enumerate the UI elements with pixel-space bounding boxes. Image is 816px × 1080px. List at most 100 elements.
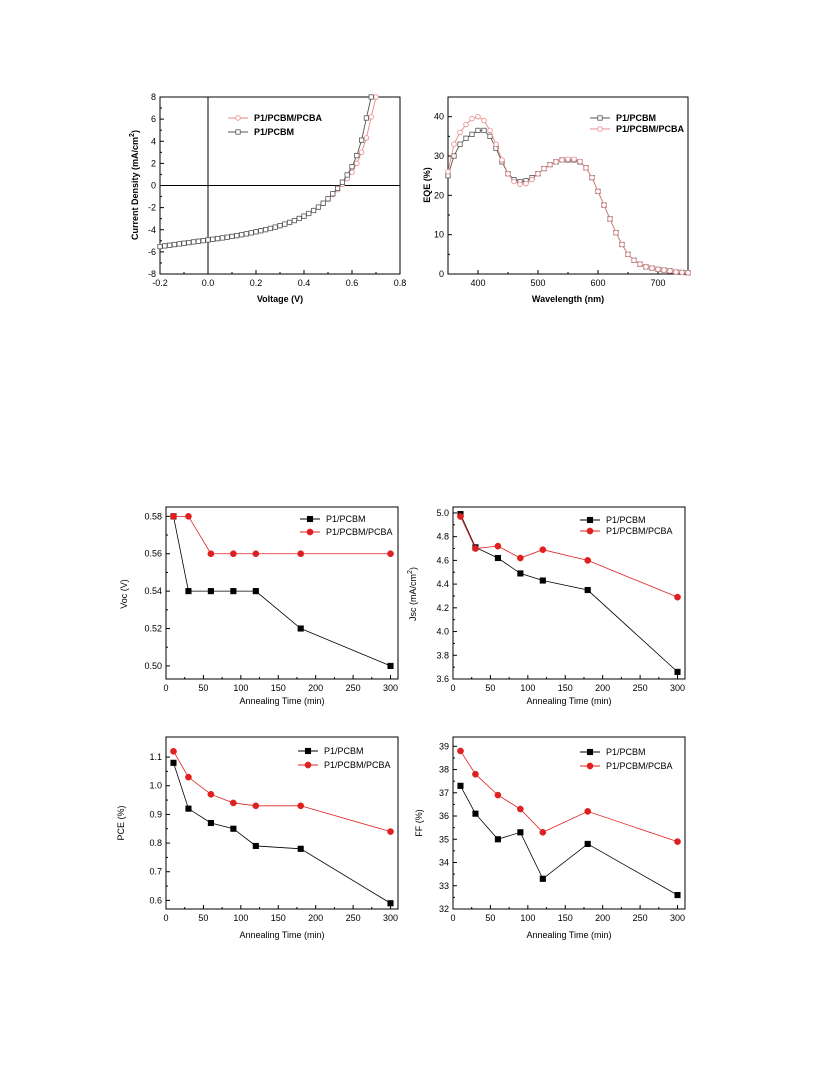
voc-ytick-label: 0.50 — [144, 661, 162, 671]
ff-ytick-label: 36 — [439, 811, 449, 821]
voc-series-1-point-3 — [230, 550, 237, 558]
jv-series-1-point-25 — [277, 223, 283, 229]
jv-ytick-label: -6 — [148, 247, 156, 257]
jsc-xtick-label: 100 — [520, 683, 535, 693]
jv-xtick-label: 0.4 — [298, 278, 311, 288]
pce-series-0-point-0 — [170, 759, 177, 766]
eqe-series-1-point-27 — [607, 216, 613, 222]
ff-ylabel: FF (%) — [414, 809, 424, 837]
ff-xtick-label: 100 — [520, 913, 535, 923]
jv-series-1-point-6 — [186, 239, 192, 246]
voc-legend-marker-0-point-0 — [306, 515, 314, 523]
ff-ytick-label: 38 — [439, 765, 449, 775]
pce-ylabel: PCE (%) — [116, 805, 126, 840]
eqe-xlabel: Wavelength (nm) — [532, 294, 604, 304]
pce-xtick-label: 0 — [163, 913, 168, 923]
ff-ytick-label: 37 — [439, 788, 449, 798]
jv-series-1-point-21 — [258, 228, 264, 234]
eqe-ytick-label: 10 — [434, 230, 444, 240]
ff-ytick-label: 35 — [439, 834, 449, 844]
eqe-xtick-label: 400 — [470, 278, 485, 288]
eqe-series-1-point-32 — [637, 261, 643, 267]
eqe-series-1-point-39 — [679, 269, 685, 276]
pce-series-1-point-4 — [252, 802, 260, 810]
pce-ytick-label: 1.0 — [149, 781, 162, 791]
pce-ytick-label: 0.9 — [149, 809, 162, 819]
pce-legend-marker-0-point-0 — [304, 747, 312, 755]
voc-xtick-label: 50 — [198, 683, 208, 693]
jv-xtick-label: -0.2 — [152, 278, 168, 288]
eqe-legend-marker-1-point-0 — [597, 126, 603, 132]
eqe-ytick-label: 40 — [434, 112, 444, 122]
eqe-series-1-point-23 — [583, 165, 589, 171]
eqe-series-1-point-14 — [529, 176, 535, 183]
ff-xtick-label: 150 — [558, 913, 573, 923]
eqe-series-1-point-8 — [493, 141, 499, 147]
eqe-series-1-point-34 — [649, 265, 655, 271]
chart-jv: -0.2 0.0 0.2 0.4 0.6 0.8 -8 -6 -4 -2 0 2 4 6 8 Voltage … — [129, 92, 406, 304]
jv-ytick-label: -4 — [148, 225, 156, 235]
jv-legend-marker-1-point-0 — [235, 129, 241, 135]
chart-voc: 0 50 100 150 200 250 300 0.50 0.52 0.54 0.56 0.58 An… — [119, 506, 399, 706]
jv-series-1-point-20 — [253, 229, 259, 235]
voc-xtick-label: 250 — [346, 683, 361, 693]
voc-legend-marker-1-point-0 — [306, 528, 314, 536]
ff-legend-label: P1/PCBM — [606, 747, 646, 757]
jv-series-1-point-16 — [234, 233, 240, 239]
jv-series-1-point-29 — [296, 215, 302, 222]
voc-series-1-point-2 — [207, 550, 215, 558]
eqe-series-1-point-24 — [589, 174, 595, 181]
eqe-series-0-point-5 — [475, 127, 481, 134]
jsc-series-0-point-5 — [584, 586, 591, 594]
ff-ytick-label: 39 — [439, 741, 449, 751]
jsc-series-0-point-4 — [539, 577, 546, 584]
jv-series-1-point-33 — [315, 204, 322, 210]
ff-series-0 — [457, 782, 681, 899]
eqe-ytick-label: 0 — [439, 269, 444, 279]
jsc-xtick-label: 250 — [633, 683, 648, 693]
pce-ytick-label: 1.1 — [149, 752, 162, 762]
jv-xtick-label: 0.0 — [202, 278, 215, 288]
ff-legend-entry-1: P1/PCBM/PCBA — [580, 761, 673, 771]
eqe-series-0-point-1 — [451, 153, 457, 159]
eqe-series-1-point-5 — [475, 113, 481, 120]
eqe-series-1-point-15 — [535, 170, 541, 177]
ff-series-0-point-2 — [494, 836, 501, 843]
ff-legend-marker-0-point-0 — [586, 748, 594, 756]
eqe-series-1-point-2 — [457, 129, 463, 136]
eqe-xtick-label: 600 — [590, 278, 605, 288]
jsc-series-1-point-6 — [674, 593, 681, 601]
jsc-legend-marker-1-point-0 — [586, 527, 594, 535]
eqe-series-1-point-19 — [559, 157, 565, 163]
pce-series-1-point-1 — [185, 773, 192, 781]
pce-xtick-label: 300 — [383, 913, 398, 923]
eqe-series-1-point-21 — [571, 156, 577, 162]
jv-series-1-point-22 — [262, 227, 269, 233]
jsc-legend-label: P1/PCBM/PCBA — [606, 526, 673, 536]
voc-legend-label: P1/PCBM — [326, 514, 366, 524]
voc-series-1-point-4 — [252, 550, 260, 558]
jsc-series-1-point-3 — [517, 554, 524, 562]
ff-series-1-point-3 — [517, 805, 524, 813]
jv-series-1-point-15 — [229, 233, 235, 239]
ff-series-1-point-0 — [457, 747, 464, 755]
eqe-series-1-point-33 — [643, 264, 649, 270]
jv-series-1-point-14 — [224, 234, 230, 240]
jsc-ytick-label: 5.0 — [436, 508, 449, 518]
eqe-series-1-point-22 — [577, 158, 583, 165]
jsc-ytick-label: 4.0 — [436, 627, 449, 637]
eqe-legend-label: P1/PCBM — [616, 113, 656, 123]
ff-series-1-point-5 — [584, 808, 592, 815]
jv-series-1-point-0 — [157, 243, 163, 250]
eqe-series-1-point-40 — [685, 270, 691, 276]
ff-series-0-point-3 — [517, 829, 524, 836]
eqe-series-1-point-17 — [547, 161, 553, 168]
eqe-series-1-point-0 — [445, 169, 451, 175]
pce-series-1 — [170, 747, 394, 835]
eqe-legend-entry-1: P1/PCBM/PCBA — [590, 124, 685, 134]
pce-series-0-point-2 — [207, 819, 214, 827]
eqe-series-1-point-1 — [451, 141, 457, 147]
jsc-series-1-point-2 — [494, 542, 502, 550]
pce-series-1-point-6 — [387, 828, 394, 835]
eqe-series-0-point-6 — [481, 127, 487, 134]
